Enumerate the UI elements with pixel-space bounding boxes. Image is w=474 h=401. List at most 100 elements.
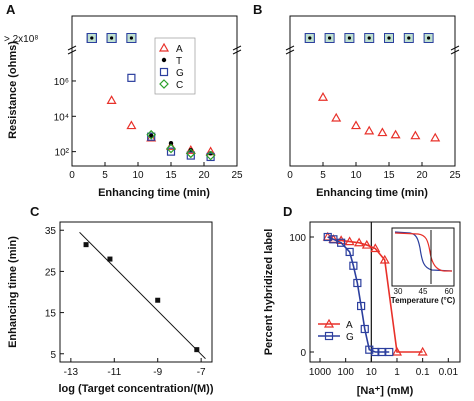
panel-b-saturated-marker-dot [367, 36, 371, 40]
panel-b-saturated-marker-dot [308, 36, 312, 40]
panel-a-ytick-label: 10⁶ [54, 77, 69, 88]
panel-d-point-A [370, 243, 381, 253]
panel-b-axis-break [285, 45, 295, 51]
panel-d-xtick-label: 0.01 [439, 367, 459, 378]
panel-a-xtick-label: 10 [132, 170, 144, 181]
panel-c-point [107, 256, 113, 262]
panel-d-point-G [360, 324, 369, 334]
panel-c-xtick-label: -9 [153, 367, 162, 378]
panel-b-xtick-label: 0 [287, 170, 293, 181]
panel-c-ylabel: Enhancing time (min) [7, 236, 19, 348]
panel-a-point-G [206, 152, 215, 162]
panel-d-point-G [337, 238, 346, 247]
panel-a-point-T [168, 141, 174, 146]
panel-b-saturated-marker-dot [427, 36, 431, 40]
panel-a-point-G [186, 151, 195, 160]
panel-c-xtick-label: -7 [197, 367, 206, 378]
legend-marker-G [324, 331, 334, 341]
panel-a-xtick-label: 25 [231, 170, 243, 181]
panel-b-marks [304, 33, 441, 142]
panel-d-point-G [323, 232, 332, 242]
panel-b-point-A [377, 127, 388, 137]
panel-d-legend: AG [318, 318, 354, 343]
panel-b-saturated-marker-dot [387, 36, 391, 40]
panel-d-point-G [353, 278, 362, 288]
panel-d-ytick-label: 0 [300, 348, 306, 359]
panel-b-point-A [317, 92, 329, 101]
inset-frame [391, 227, 455, 287]
inset-xtick-label: 45 [419, 287, 428, 296]
panel-c-ytick-label: 15 [45, 309, 57, 320]
panel-label-c: C [30, 204, 40, 219]
legend-marker-A [158, 42, 170, 52]
panel-b-point-A [390, 129, 401, 139]
panel-a-xtick-label: 15 [165, 170, 177, 181]
legend-marker-T [161, 57, 167, 63]
panel-d-point-A [379, 254, 390, 264]
legend-label-G: G [346, 332, 354, 343]
panel-d-xtick-label: 1 [394, 367, 400, 378]
panel-a-xlabel: Enhancing time (min) [98, 187, 210, 199]
panel-c-ytick-label: 5 [50, 350, 56, 361]
panel-a-point-G [147, 132, 156, 141]
panel-b-axis-break [285, 49, 295, 55]
panel-a-axis-break [67, 49, 77, 55]
panel-label-b: B [253, 2, 262, 17]
panel-b-point-A [331, 112, 342, 122]
panel-d-xlabel: [Na⁺] (mM) [357, 385, 414, 397]
panel-c-xtick-label: -13 [64, 367, 79, 378]
panel-d-xtick-label: 100 [337, 367, 354, 378]
panel-a-point-C [205, 150, 216, 161]
panel-b-saturated-marker-dot [407, 36, 411, 40]
panel-a-point-A [106, 95, 117, 104]
panel-d-frame [309, 221, 461, 363]
panel-c-xtick-label: -11 [107, 367, 121, 378]
panel-label-d: D [283, 204, 292, 219]
legend-marker-G [159, 67, 169, 77]
panel-a-saturated-marker-dot [110, 36, 114, 40]
panel-b-axis-break [450, 49, 460, 55]
legend-label-T: T [176, 56, 182, 67]
inset-xtick-label: 60 [445, 287, 454, 296]
panel-c-frame [59, 221, 213, 363]
legend-marker-A [323, 318, 335, 328]
panel-d-point-A [391, 346, 403, 356]
panel-d-point-A [361, 239, 372, 249]
panel-c-ticks: -13 -11 -9 -7 5 15 25 35 [45, 226, 206, 378]
panel-a-axis-break [232, 49, 242, 55]
panel-a-ytick-label: 10⁴ [54, 112, 69, 123]
panel-a-ylabel: Resistance (ohms) [7, 41, 19, 139]
panel-d-point-G [385, 347, 394, 357]
panel-a: > 2x10⁸ Resistance (ohms) Enhancing time… [4, 15, 243, 199]
panel-d-point-G [349, 261, 358, 270]
panel-c: Enhancing time (min) log (Target concent… [7, 221, 214, 395]
series-line-G [327, 236, 390, 353]
panel-a-xtick-label: 5 [102, 170, 108, 181]
legend-label-A: A [346, 320, 353, 331]
panel-a-point-C [166, 143, 176, 154]
panel-a-point-G [127, 73, 136, 82]
panel-c-marks [79, 231, 206, 360]
panel-d-xtick-label: 10 [366, 367, 378, 378]
panel-b-xtick-label: 20 [416, 170, 428, 181]
panel-b-point-A [364, 125, 375, 135]
panel-a-axis-break [67, 45, 77, 51]
inset-xtick-label: 30 [394, 287, 403, 296]
panel-a-ticks: 0 5 10 15 20 25 10² 10⁴ 10⁶ [54, 45, 243, 181]
panel-a-frame [71, 15, 238, 167]
panel-a-point-C [185, 148, 196, 159]
panel-a-axis-break [232, 45, 242, 51]
panel-d-point-G [377, 347, 386, 357]
panel-b-xtick-label: 25 [449, 170, 461, 181]
panel-a-marks [86, 33, 216, 162]
panel-a-point-T [188, 148, 193, 153]
panel-d-point-G [357, 301, 366, 311]
panel-b-point-A [430, 132, 441, 142]
panel-b-axis-break [450, 45, 460, 51]
panel-c-xlabel: log (Target concentration/(M)) [58, 383, 213, 395]
panel-a-xtick-label: 0 [69, 170, 75, 181]
panel-c-point [83, 242, 89, 248]
panel-a-saturated-marker-dot [129, 36, 133, 40]
